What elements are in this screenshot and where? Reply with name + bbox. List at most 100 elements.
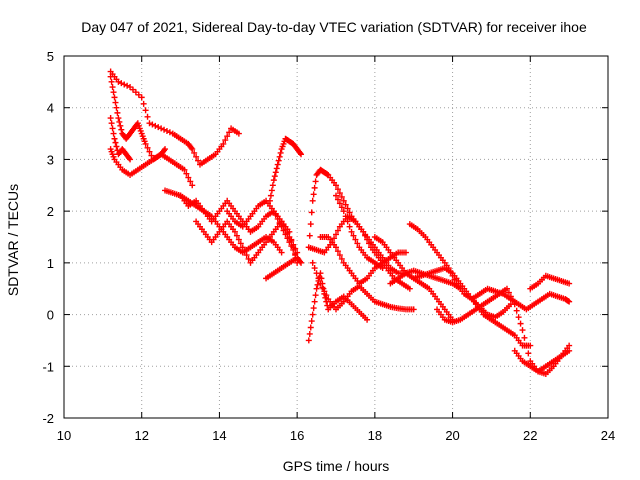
data-point-marker <box>114 109 121 116</box>
data-point-marker <box>313 285 320 292</box>
data-point-marker <box>333 231 339 238</box>
data-point-marker <box>278 223 285 230</box>
data-point-marker <box>298 151 305 158</box>
data-point-marker <box>336 252 343 259</box>
data-point-marker <box>243 252 250 259</box>
data-point-marker <box>107 73 114 80</box>
data-point-marker <box>333 182 339 189</box>
data-point-marker <box>317 280 324 287</box>
series-track-24 <box>527 272 573 292</box>
data-point-marker <box>315 275 322 282</box>
data-point-marker <box>235 130 242 137</box>
data-point-marker <box>513 307 520 314</box>
data-point-marker <box>280 227 287 234</box>
x-tick-label: 20 <box>445 428 459 443</box>
data-point-marker <box>189 182 196 189</box>
data-point-marker <box>270 177 277 184</box>
y-tick-label: 0 <box>47 308 54 323</box>
data-point-marker <box>113 143 120 150</box>
data-point-marker <box>334 227 341 234</box>
data-point-marker <box>410 306 417 313</box>
data-point-marker <box>142 140 149 147</box>
data-point-marker <box>323 292 330 299</box>
data-point-marker <box>505 289 512 296</box>
x-tick-label: 18 <box>368 428 382 443</box>
data-point-marker <box>118 126 125 133</box>
data-point-marker <box>333 244 339 251</box>
data-point-marker <box>306 330 313 337</box>
series-track-14 <box>309 259 417 313</box>
data-point-marker <box>566 298 573 305</box>
data-point-marker <box>277 149 284 156</box>
data-point-marker <box>112 99 119 106</box>
series-track-1 <box>107 68 242 168</box>
data-point-marker <box>224 133 231 140</box>
data-point-marker <box>142 107 149 114</box>
data-point-marker <box>108 120 115 127</box>
data-point-marker <box>158 125 165 132</box>
data-point-marker <box>362 232 369 239</box>
data-point-marker <box>344 218 351 225</box>
data-point-marker <box>305 337 312 344</box>
x-tick-label: 24 <box>601 428 615 443</box>
data-point-marker <box>273 165 280 172</box>
data-point-marker <box>181 166 188 173</box>
data-series <box>107 68 573 378</box>
series-track-22 <box>469 296 514 321</box>
data-point-marker <box>189 146 196 153</box>
series-track-4 <box>107 115 134 163</box>
data-point-marker <box>342 213 349 220</box>
data-point-marker <box>275 157 282 164</box>
x-tick-label: 16 <box>290 428 304 443</box>
x-tick-label: 12 <box>134 428 148 443</box>
data-point-marker <box>309 197 316 204</box>
grid-lines <box>64 56 608 418</box>
data-point-marker <box>336 200 343 207</box>
data-point-marker <box>286 239 293 246</box>
data-point-marker <box>309 311 316 318</box>
y-tick-label: -1 <box>42 359 54 374</box>
data-point-marker <box>521 334 528 341</box>
x-tick-label: 10 <box>57 428 71 443</box>
data-point-marker <box>274 215 281 222</box>
data-point-marker <box>115 78 122 85</box>
y-tick-label: 2 <box>47 204 54 219</box>
data-point-marker <box>311 265 318 272</box>
data-point-marker <box>272 212 279 219</box>
data-point-marker <box>342 201 349 208</box>
data-point-marker <box>507 301 514 308</box>
data-point-marker <box>319 284 326 291</box>
data-point-marker <box>127 156 134 163</box>
y-tick-label: 5 <box>47 49 54 64</box>
data-point-marker <box>126 155 133 162</box>
data-point-marker <box>284 235 291 242</box>
x-tick-label: 14 <box>212 428 226 443</box>
data-point-marker <box>270 208 277 215</box>
y-tick-label: -2 <box>42 411 54 426</box>
data-point-marker <box>121 81 128 88</box>
data-point-marker <box>195 157 202 164</box>
data-point-marker <box>308 209 315 216</box>
data-point-marker <box>297 149 304 156</box>
data-point-marker <box>115 115 122 122</box>
data-point-marker <box>191 149 198 156</box>
data-point-marker <box>297 258 304 265</box>
data-point-marker <box>503 285 510 292</box>
data-point-marker <box>334 196 341 203</box>
data-point-marker <box>276 153 283 160</box>
data-point-marker <box>124 82 131 89</box>
data-point-marker <box>108 78 115 85</box>
data-point-marker <box>312 292 319 299</box>
data-point-marker <box>161 126 168 133</box>
data-point-marker <box>146 120 153 127</box>
data-point-marker <box>344 205 351 212</box>
data-point-marker <box>235 236 242 243</box>
data-point-marker <box>146 148 153 155</box>
data-point-marker <box>354 240 361 247</box>
data-point-marker <box>308 318 315 325</box>
data-point-marker <box>239 244 246 251</box>
y-tick-label: 3 <box>47 152 54 167</box>
plot-frame <box>63 55 609 419</box>
data-point-marker <box>566 280 573 287</box>
data-point-marker <box>110 89 117 96</box>
